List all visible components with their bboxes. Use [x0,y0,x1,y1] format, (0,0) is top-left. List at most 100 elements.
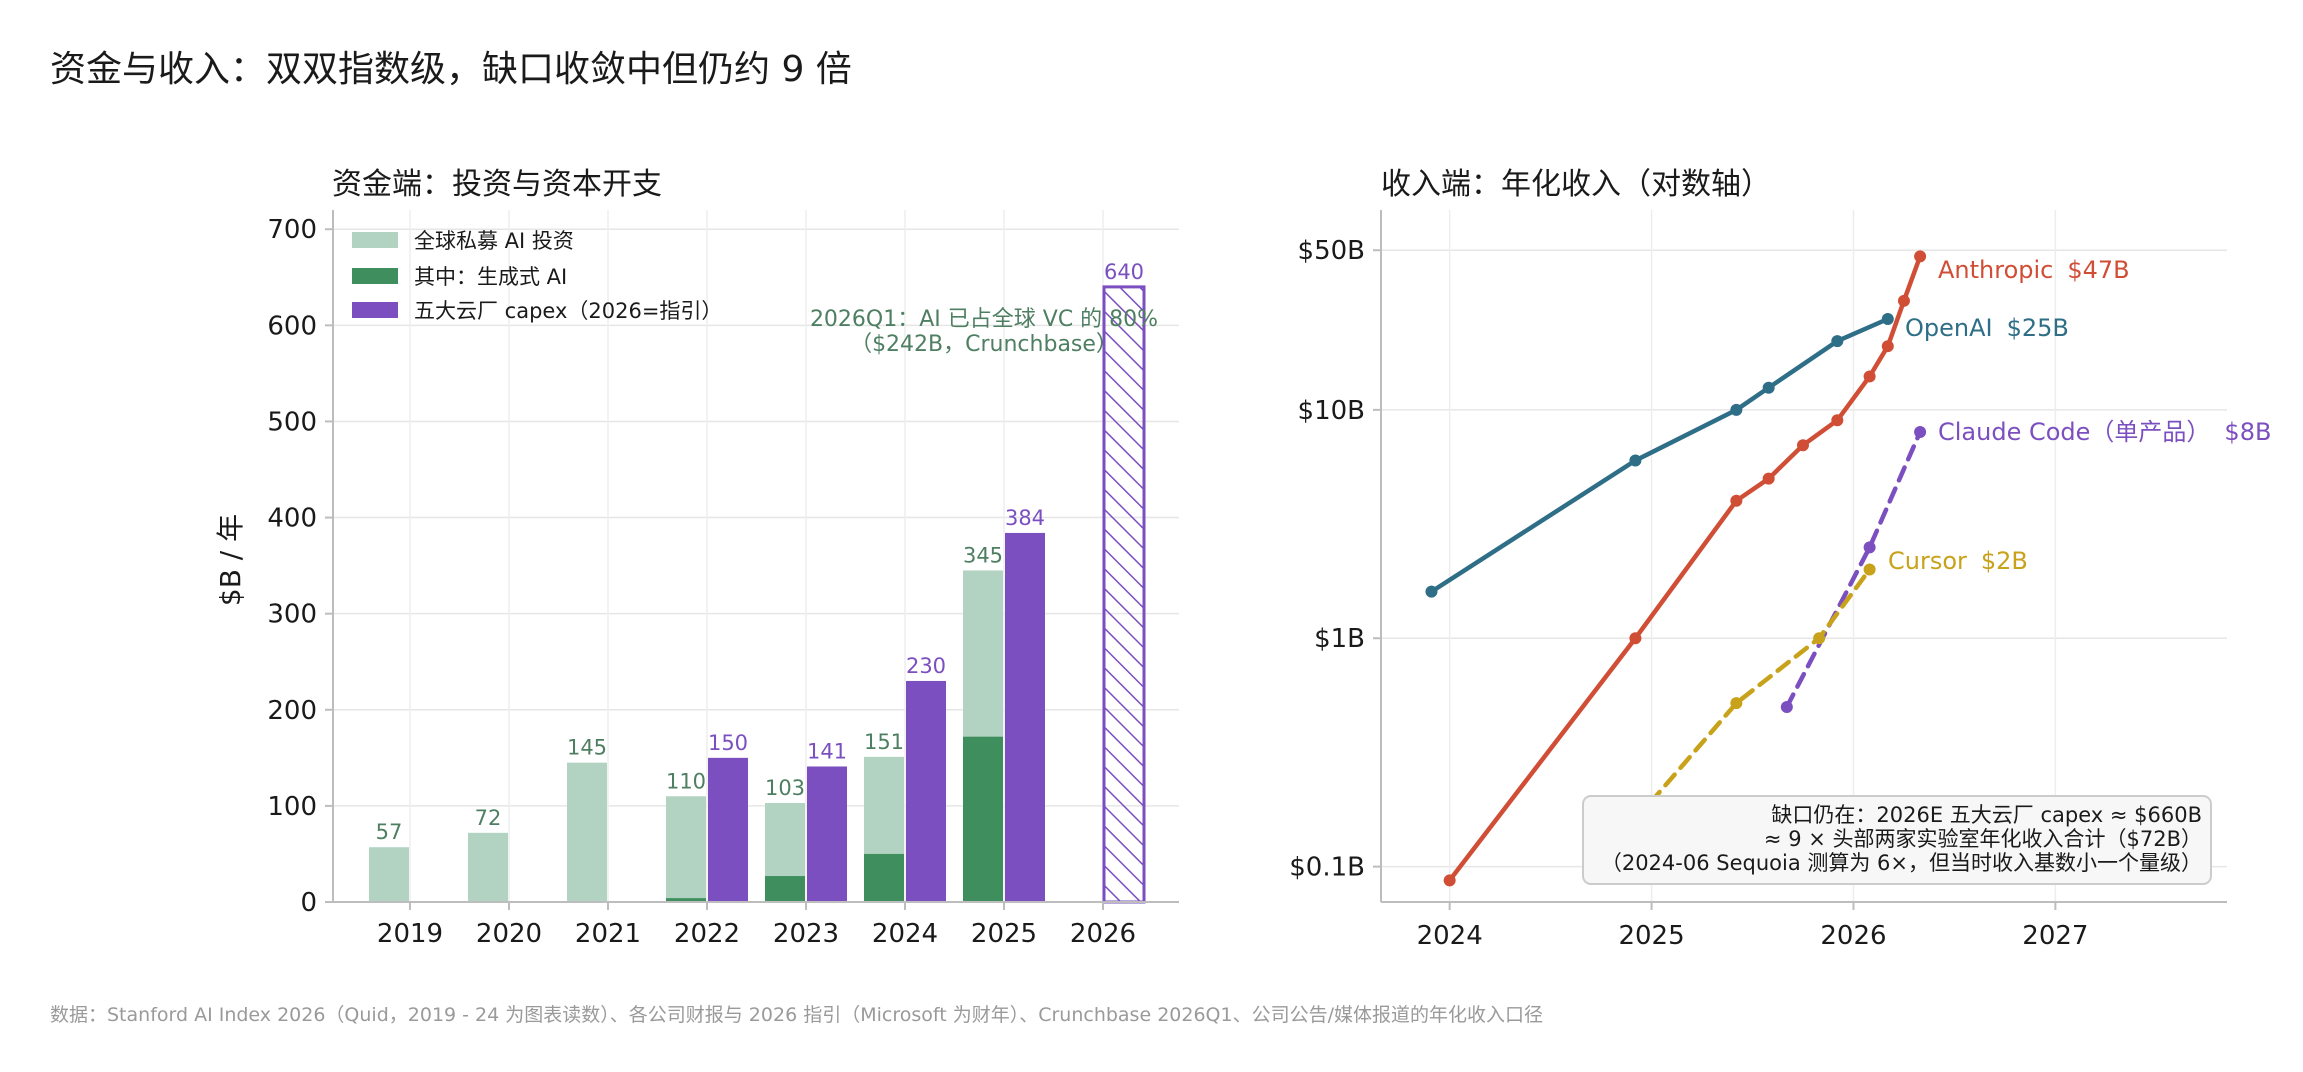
left-ytick-label-7: 700 [267,215,317,245]
point-cursor-2 [1813,632,1826,645]
source-note: 数据：Stanford AI Index 2026（Quid，2019 - 24… [50,1004,1543,1026]
label-private-ai-2021: 145 [567,736,607,760]
right-series-points [1425,250,1927,887]
left-legend: 全球私募 AI 投资 其中：生成式 AI 五大云厂 capex（2026=指引） [352,229,722,323]
bar-private-ai-2021 [567,762,607,902]
bar-genai-2022 [666,898,706,902]
vc-annotation-line-2: （$242B，Crunchbase） [850,332,1118,357]
point-cursor-3 [1863,563,1876,576]
bar-capex-2023 [807,766,847,902]
point-anthropic-0 [1443,874,1456,887]
legend-label-private: 全球私募 AI 投资 [414,229,574,253]
openai-value: $25B [2007,314,2069,342]
bar-genai-2025 [963,736,1003,902]
right-xtick-label-2: 2026 [1820,921,1886,951]
line-claude-code [1784,429,1923,710]
left-xtick-label-7: 2026 [1070,919,1136,949]
left-xtick-label-3: 2022 [674,919,740,949]
left-ytick-label-1: 100 [267,792,317,822]
right-xtick-label-0: 2024 [1417,921,1483,951]
left-xtick-label-6: 2025 [971,919,1037,949]
left-xtick-label-2: 2021 [575,919,641,949]
left-xtick-label-0: 2019 [377,919,443,949]
left-bars [369,285,1146,904]
right-y-ticks: $0.1B $1B $10B $50B [1289,236,1381,883]
point-anthropic-8 [1897,294,1910,307]
bar-private-ai-2019 [369,847,409,902]
gap-box-line-2: ≈ 9 × 头部两家实验室年化收入合计（$72B） [1764,827,2202,851]
legend-swatch-private [352,232,398,248]
label-capex-2026: 640 [1104,260,1144,284]
label-capex-2025: 384 [1005,506,1045,530]
vc-annotation: 2026Q1：AI 已占全球 VC 的 80% （$242B，Crunchbas… [810,307,1158,357]
point-anthropic-2 [1730,494,1743,507]
left-ytick-label-0: 0 [300,888,317,918]
line-anthropic [1447,254,1923,883]
openai-label: OpenAI $25B [1905,314,2069,342]
left-panel-title: 资金端：投资与资本开支 [332,167,662,202]
label-private-ai-2020: 72 [475,806,502,830]
claude-code-label: Claude Code（单产品） $8B [1938,418,2271,446]
main-title: 资金与收入：双双指数级，缺口收敛中但仍约 9 倍 [50,49,852,90]
point-anthropic-9 [1914,250,1927,263]
label-private-ai-2024: 151 [864,730,904,754]
left-ytick-label-6: 600 [267,311,317,341]
legend-swatch-genai [352,268,398,284]
left-grid [333,210,1179,903]
left-xtick-label-4: 2023 [773,919,839,949]
legend-label-genai: 其中：生成式 AI [414,265,567,289]
right-grid [1381,210,2227,902]
point-openai-0 [1425,585,1438,598]
label-capex-2022: 150 [708,731,748,755]
left-x-ticks: 2019 2020 2021 2022 2023 2024 2025 2026 [377,902,1136,949]
label-capex-2024: 230 [906,654,946,678]
right-series-lines [1429,254,1923,883]
point-anthropic-4 [1796,439,1809,452]
legend-label-capex: 五大云厂 capex（2026=指引） [414,299,722,323]
point-openai-2 [1730,403,1743,416]
series-end-labels: Anthropic $47B OpenAI $25B Claude Code（单产品… [1888,256,2271,575]
cursor-value: $2B [1981,547,2028,575]
left-ytick-label-3: 300 [267,600,317,630]
bar-private-ai-2020 [468,832,508,902]
label-private-ai-2023: 103 [765,776,805,800]
right-panel-title: 收入端：年化收入（对数轴） [1381,167,1771,202]
right-ytick-label-0: $0.1B [1289,853,1365,883]
point-openai-5 [1881,312,1894,325]
cursor-label: Cursor $2B [1888,547,2028,575]
point-anthropic-6 [1863,370,1876,383]
claude-code-value: $8B [2224,418,2271,446]
left-y-axis-label: $B / 年 [214,514,247,606]
point-anthropic-7 [1881,340,1894,353]
gap-box: 缺口仍在：2026E 五大云厂 capex ≈ $660B ≈ 9 × 头部两家… [1582,795,2212,885]
point-openai-3 [1762,381,1775,394]
label-private-ai-2019: 57 [376,820,403,844]
point-anthropic-3 [1762,472,1775,485]
right-ytick-label-1: $1B [1314,624,1365,654]
left-ytick-label-2: 200 [267,696,317,726]
bar-genai-2023 [765,876,805,902]
line-cursor [1633,567,1872,823]
point-anthropic-5 [1831,414,1844,427]
openai-name: OpenAI [1905,314,1993,342]
left-ytick-label-4: 400 [267,504,317,534]
legend-swatch-capex [352,302,398,318]
bar-capex-2025 [1005,532,1045,902]
point-openai-1 [1629,454,1642,467]
bar-capex-2022 [708,757,748,902]
label-private-ai-2022: 110 [666,769,706,793]
left-xtick-label-5: 2024 [872,919,938,949]
cursor-name: Cursor [1888,547,1967,575]
label-private-ai-2025: 345 [963,543,1003,567]
point-claude-code-2 [1914,425,1927,438]
gap-box-frame [1582,795,2212,885]
bar-private-ai-2022 [666,796,706,902]
right-ytick-label-3: $50B [1298,236,1365,266]
bar-genai-2024 [864,853,904,902]
right-panel: 收入端：年化收入（对数轴） $0.1B$1B$10B$50B 2024 2025 2… [1289,167,2271,951]
left-y-ticks: 0 100 200 300 400 500 600 700 [267,215,333,918]
right-xtick-label-3: 2027 [2022,921,2088,951]
